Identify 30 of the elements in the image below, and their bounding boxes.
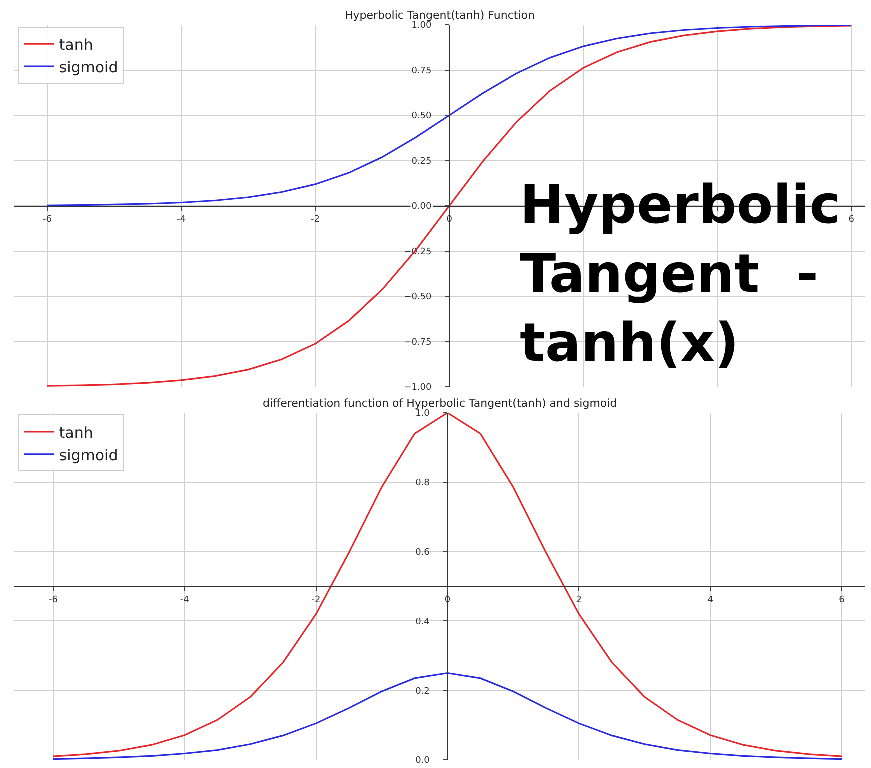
legend-label: tanh	[59, 424, 94, 442]
y-tick-label: 0.50	[412, 112, 432, 122]
legend-label: tanh	[59, 36, 94, 54]
x-tick-label: -2	[311, 214, 320, 225]
y-tick-label: 0.4	[416, 617, 430, 628]
y-tick-label: −1.00	[404, 383, 432, 394]
y-tick-label: 0.8	[416, 478, 430, 489]
x-tick-label: -6	[43, 214, 52, 225]
chart-title: Hyperbolic Tangent(tanh) Function	[345, 9, 535, 22]
x-tick-label: -2	[312, 595, 321, 606]
y-tick-label: 0.0	[416, 756, 430, 766]
legend-label: sigmoid	[59, 58, 118, 76]
y-tick-label: 0.25	[412, 156, 432, 167]
x-tick-label: 2	[576, 595, 582, 606]
y-tick-label: 0.2	[416, 686, 430, 697]
y-tick-label: 0.00	[412, 202, 432, 212]
y-tick-label: 1.0	[416, 409, 430, 420]
y-tick-label: 1.00	[412, 21, 432, 32]
x-tick-label: -6	[48, 595, 58, 606]
y-tick-label: −0.75	[404, 338, 432, 348]
x-tick-label: -4	[177, 214, 186, 225]
x-tick-label: 6	[839, 595, 846, 606]
x-tick-label: 6	[848, 214, 855, 225]
x-tick-label: 4	[708, 595, 714, 606]
legend-label: sigmoid	[59, 446, 118, 464]
x-tick-label: -4	[180, 595, 190, 606]
y-tick-label: 0.6	[416, 548, 430, 558]
chart-title: differentiation function of Hyperbolic Tangent(tanh) and sigmoid	[263, 397, 618, 410]
y-tick-label: −0.50	[404, 292, 432, 303]
y-tick-label: 0.75	[412, 66, 432, 76]
